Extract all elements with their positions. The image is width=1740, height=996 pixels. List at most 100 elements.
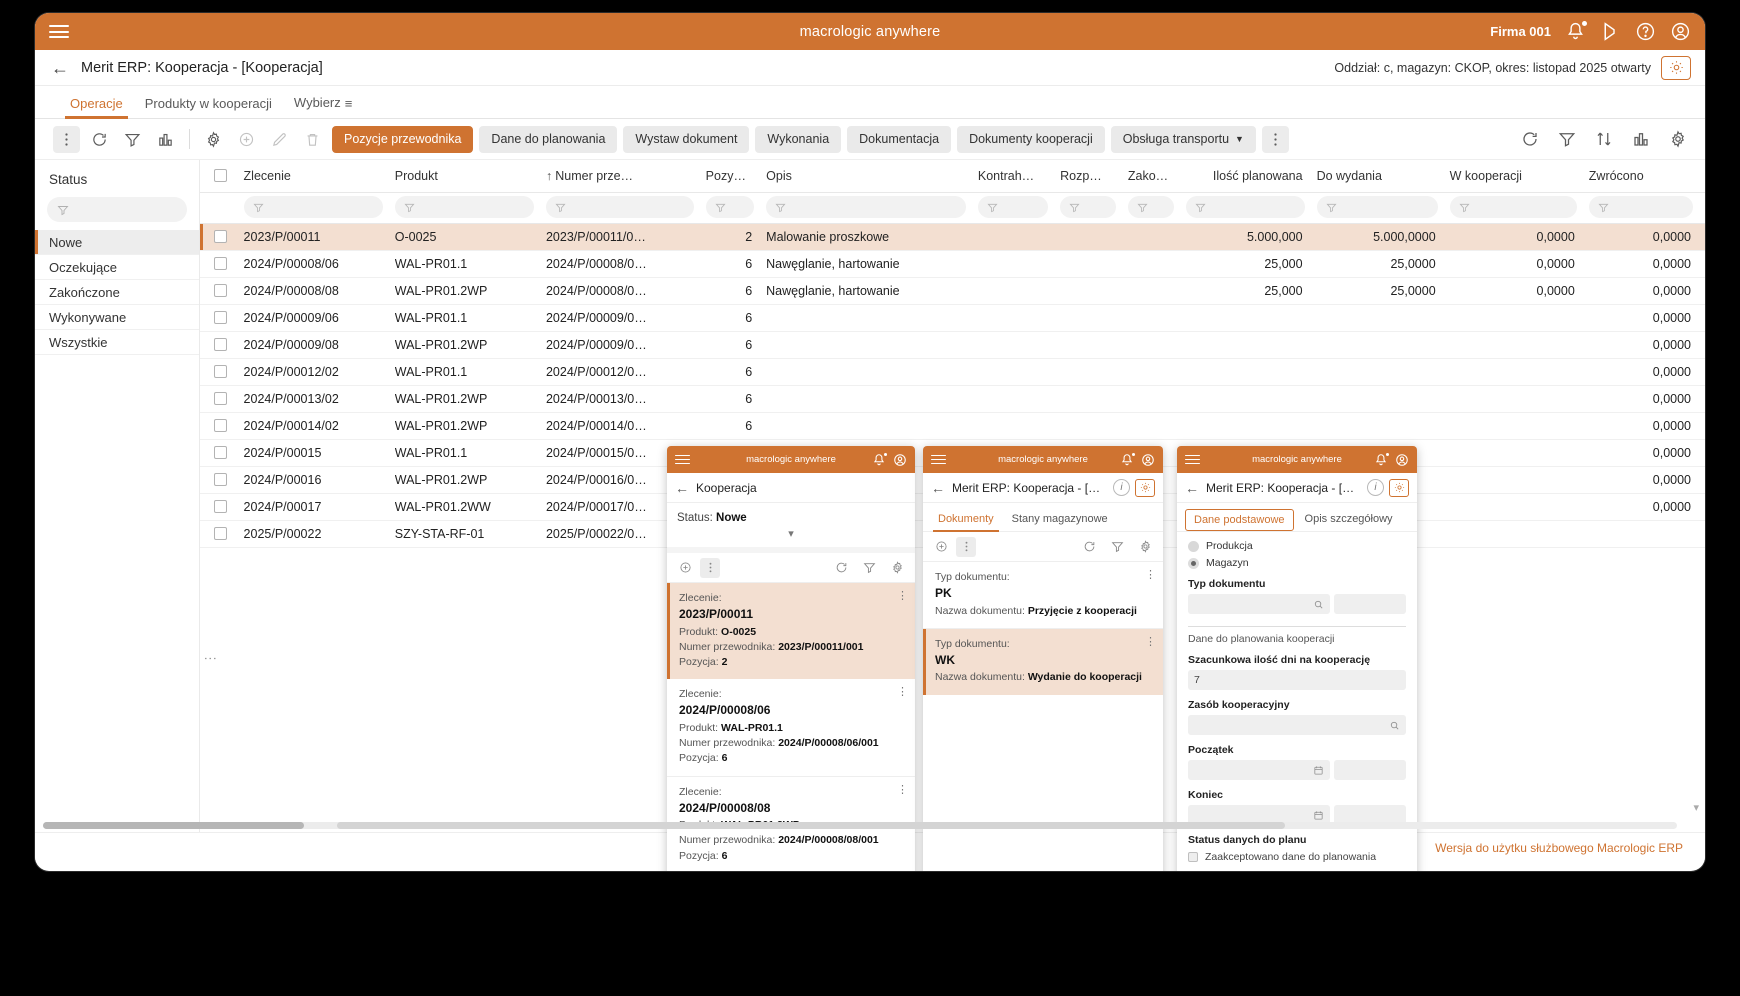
row-checkbox[interactable] [214,419,227,432]
sidebar-item-oczekujace[interactable]: Oczekujące [35,255,199,280]
table-row[interactable]: 2024/P/00013/02 WAL-PR01.2WP 2024/P/00013/… [200,385,1705,413]
row-checkbox[interactable] [214,257,227,270]
poczatek-time[interactable] [1334,760,1406,780]
poczatek-date[interactable] [1188,760,1330,780]
account-icon[interactable] [893,453,907,467]
checkbox-zaakceptowano[interactable]: Zaakceptowano dane do planowania [1188,851,1406,863]
col-numer-przewodnika[interactable]: ↑ Numer prze… [545,160,706,193]
menu-icon[interactable] [1185,452,1200,467]
add-icon[interactable] [233,126,260,153]
tab-produkty-w-kooperacji[interactable]: Produkty w kooperacji [134,96,283,118]
col-do-wydania[interactable]: Do wydania [1316,160,1450,193]
list-item[interactable]: ⋮ Zlecenie: 2024/P/00008/06 Produkt: WAL-PR… [667,679,915,777]
filter-rozp[interactable] [1060,192,1128,224]
more-vert-icon[interactable]: ⋮ [1145,635,1156,648]
tab-dane-podstawowe[interactable]: Dane podstawowe [1185,509,1294,531]
info-icon[interactable]: i [1367,479,1384,496]
more-vert-icon[interactable]: ⋮ [897,590,908,602]
col-rozpoczecie[interactable]: Rozp… [1060,160,1128,193]
koniec-date[interactable] [1188,805,1330,825]
more-vert-icon[interactable] [700,557,720,578]
field-typ-dokumentu[interactable] [1188,594,1406,614]
gear-icon[interactable] [1135,537,1155,557]
row-checkbox-cell[interactable] [200,412,244,440]
bell-icon[interactable] [1120,452,1135,467]
table-row[interactable]: 2024/P/00008/08 WAL-PR01.2WP 2024/P/00008/… [200,277,1705,305]
dokumentacja-button[interactable]: Dokumentacja [847,125,952,153]
info-icon[interactable]: i [1113,479,1130,496]
refresh-icon[interactable] [831,558,851,578]
sun-icon[interactable] [1389,478,1409,497]
palette-icon[interactable] [1600,21,1621,42]
row-checkbox[interactable] [214,392,227,405]
scrollbar-thumb[interactable] [43,822,305,829]
more-vert-icon[interactable] [956,536,976,557]
expand-chevron-icon[interactable]: ▾ [788,528,794,540]
filter-do-wydania[interactable] [1316,192,1450,224]
row-checkbox-cell[interactable] [200,250,244,278]
row-checkbox[interactable] [214,311,227,324]
field-poczatek[interactable] [1188,760,1406,780]
row-checkbox-cell[interactable] [200,331,244,359]
row-checkbox-cell[interactable] [200,304,244,332]
filter-zwrocono[interactable] [1588,192,1705,224]
table-row[interactable]: 2024/P/00012/02 WAL-PR01.1 2024/P/00012/0…… [200,358,1705,386]
row-checkbox-cell[interactable] [200,385,244,413]
col-zwrocono[interactable]: Zwrócono [1588,160,1705,193]
dane-do-planowania-button[interactable]: Dane do planowania [479,125,618,153]
sun-icon[interactable] [1661,55,1691,80]
sidebar-item-wszystkie[interactable]: Wszystkie [35,330,199,355]
gear-icon[interactable] [1664,126,1691,153]
row-checkbox[interactable] [214,365,227,378]
scroll-down-icon[interactable]: ▾ [1693,802,1699,814]
sidebar-item-zakonczone[interactable]: Zakończone [35,280,199,305]
scrollbar-track-fill[interactable] [337,822,1285,829]
filter-pozycja[interactable] [705,192,767,224]
toolbar-overflow-icon[interactable] [1261,125,1289,153]
menu-icon[interactable] [931,452,946,467]
col-produkt[interactable]: Produkt [394,160,546,193]
radio-icon[interactable] [1188,540,1199,552]
table-row[interactable]: 2024/P/00014/02 WAL-PR01.2WP 2024/P/00014/… [200,412,1705,440]
tab-operacje[interactable]: Operacje [59,96,134,119]
field-koniec[interactable] [1188,805,1406,825]
table-row[interactable]: 2024/P/00009/06 WAL-PR01.1 2024/P/00009/0…… [200,304,1705,332]
more-vert-icon[interactable] [53,125,80,153]
bell-icon[interactable] [872,452,887,467]
add-icon[interactable] [931,537,951,557]
koniec-time[interactable] [1334,805,1406,825]
col-zlecenie[interactable]: Zlecenie [243,160,395,193]
back-button[interactable]: ← [931,479,945,496]
obsluga-transportu-button[interactable]: Obsługa transportu ▼ [1110,125,1256,153]
radio-produkcja[interactable]: Produkcja [1188,540,1406,552]
row-checkbox[interactable] [214,473,227,486]
col-ilosc-planowana[interactable]: Ilość planowana [1185,160,1317,193]
menu-icon[interactable] [49,22,69,42]
status-filter-input[interactable] [47,197,187,222]
account-icon[interactable] [1141,453,1155,467]
checkbox-icon[interactable] [1188,852,1198,862]
horizontal-scrollbar[interactable] [43,822,1677,829]
bell-icon[interactable] [1565,21,1587,42]
list-item[interactable]: ⋮ Typ dokumentu: PK Nazwa dokumentu: Przyję… [923,562,1163,629]
filter-icon[interactable] [1553,126,1580,153]
row-checkbox-cell[interactable] [200,466,244,494]
add-icon[interactable] [675,558,695,578]
more-vert-icon[interactable]: ⋮ [897,686,908,699]
pozycje-przewodnika-button[interactable]: Pozycje przewodnika [332,125,474,153]
panel1-card-list[interactable]: ⋮ Zlecenie: 2023/P/00011 Produkt: O-0025 Num… [667,583,915,871]
radio-icon-checked[interactable] [1188,557,1199,569]
col-w-kooperacji[interactable]: W kooperacji [1449,160,1589,193]
row-checkbox-cell[interactable] [200,520,244,548]
refresh-icon[interactable] [1079,537,1099,557]
list-item[interactable]: ⋮ Zlecenie: 2023/P/00011 Produkt: O-0025 Num… [667,583,915,680]
row-checkbox[interactable] [214,446,227,459]
row-checkbox-cell[interactable] [200,277,244,305]
dokumenty-kooperacji-button[interactable]: Dokumenty kooperacji [957,125,1105,153]
refresh-icon[interactable] [1516,126,1543,153]
radio-magazyn[interactable]: Magazyn [1188,557,1406,569]
filter-numer[interactable] [545,192,706,224]
list-item[interactable]: ⋮ Typ dokumentu: WK Nazwa dokumentu: Wydani… [923,628,1163,695]
edit-icon[interactable] [266,126,293,153]
filter-icon[interactable] [1107,537,1127,557]
